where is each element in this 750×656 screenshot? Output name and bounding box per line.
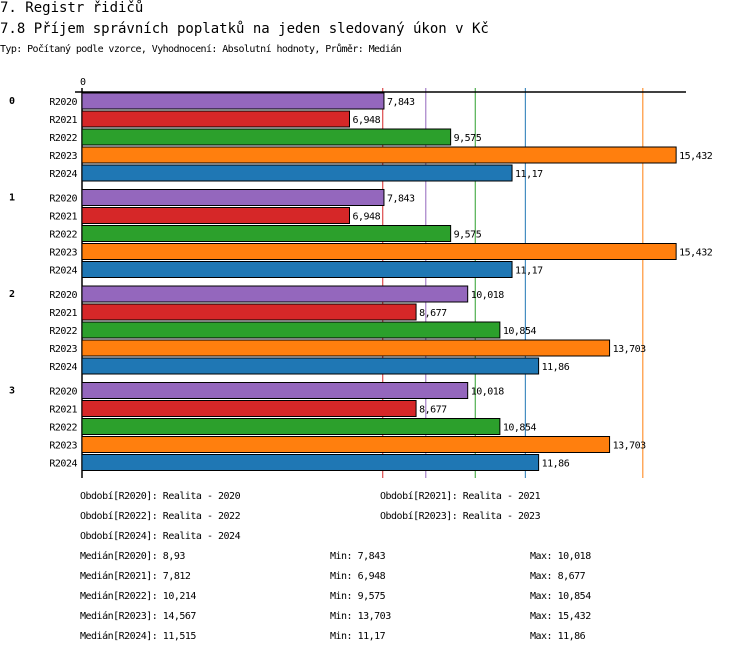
category-label: R2022 [49,133,77,144]
legend-stat-median: Medián[R2023]: 14,567 [80,611,196,622]
legend-stat-min: Min: 7,843 [330,551,386,562]
legend-stat-median: Medián[R2022]: 10,214 [80,591,196,602]
bar-value-label: 11,17 [515,266,543,277]
bar-R2022 [81,128,452,146]
legend-stat-min: Min: 13,703 [330,611,391,622]
group-label: 3 [9,386,15,397]
category-label: R2020 [49,387,77,398]
group-label: 0 [9,96,15,107]
legend-stat-median: Medián[R2021]: 7,812 [80,571,191,582]
bar-value-label: 9,575 [454,230,482,241]
bar-R2022 [81,418,501,435]
bar-value-label: 8,677 [419,308,447,319]
bar-R2021 [81,400,417,417]
bar-value-label: 10,018 [471,290,505,301]
category-label: R2023 [49,151,77,162]
bar-value-label: 11,86 [542,362,570,373]
category-label: R2024 [49,362,77,373]
bar-R2022 [81,321,501,339]
legend-stat-min: Min: 6,948 [330,571,386,582]
category-label: R2023 [49,248,77,259]
group-label: 1 [9,193,15,204]
category-label: R2021 [49,212,77,223]
bar-value-label: 13,703 [613,441,647,452]
bar-value-label: 10,018 [471,387,505,398]
bar-R2020 [81,92,385,110]
category-label: R2023 [49,344,77,355]
category-label: R2022 [49,326,77,337]
category-label: R2024 [49,459,77,470]
category-label: R2020 [49,97,77,108]
bar-R2021 [81,303,417,321]
section-title: 7. Registr řidičů [0,0,144,16]
legend-period: Období[R2022]: Realita - 2022 [80,511,241,522]
bar-value-label: 11,17 [515,169,543,180]
legend-period: Období[R2021]: Realita - 2021 [380,491,541,502]
bar-value-label: 10,854 [503,423,537,434]
category-label: R2021 [49,115,77,126]
x-tick-label: 0 [80,77,86,88]
category-label: R2024 [49,266,77,277]
bar-R2024 [81,261,513,278]
bar-R2020 [81,382,469,399]
category-label: R2024 [49,169,77,180]
bar-R2023 [81,339,611,357]
bar-value-label: 7,843 [387,97,415,108]
chart-title: 7.8 Příjem správních poplatků na jeden s… [0,21,489,37]
category-label: R2021 [49,405,77,416]
legend-stat-max: Max: 15,432 [530,611,591,622]
bar-value-label: 6,948 [352,115,380,126]
chart-subtitle: Typ: Počítaný podle vzorce, Vyhodnocení:… [0,44,402,55]
legend-period: Období[R2023]: Realita - 2023 [380,511,541,522]
legend-period: Období[R2024]: Realita - 2024 [80,531,241,542]
bar-R2021 [81,207,350,224]
bar-value-label: 13,703 [613,344,647,355]
legend-period: Období[R2020]: Realita - 2020 [80,491,241,502]
bar-R2024 [81,357,540,375]
legend-stat-max: Max: 8,677 [530,571,586,582]
category-label: R2023 [49,441,77,452]
bar-value-label: 15,432 [679,151,713,162]
bar-value-label: 6,948 [352,212,380,223]
legend-stat-median: Medián[R2020]: 8,93 [80,551,185,562]
bar-R2020 [81,189,385,206]
legend-stat-max: Max: 10,018 [530,551,591,562]
legend-stat-min: Min: 11,17 [330,631,386,642]
legend-stat-max: Max: 11,86 [530,631,586,642]
bar-R2020 [81,285,469,303]
bar-R2024 [81,164,513,182]
bar-value-label: 11,86 [542,459,570,470]
category-label: R2021 [49,308,77,319]
bar-value-label: 7,843 [387,194,415,205]
bar-R2023 [81,436,611,453]
bar-value-label: 8,677 [419,405,447,416]
bar-value-label: 9,575 [454,133,482,144]
legend-stat-median: Medián[R2024]: 11,515 [80,631,196,642]
bar-R2021 [81,110,350,128]
category-label: R2020 [49,194,77,205]
category-label: R2022 [49,423,77,434]
bar-R2023 [81,243,677,260]
bar-value-label: 10,854 [503,326,537,337]
legend-stat-min: Min: 9,575 [330,591,386,602]
group-label: 2 [9,289,15,300]
bar-value-label: 15,432 [679,248,713,259]
bar-R2023 [81,146,677,164]
legend-stat-max: Max: 10,854 [530,591,591,602]
bar-R2022 [81,225,452,242]
bar-R2024 [81,454,540,471]
category-label: R2022 [49,230,77,241]
category-label: R2020 [49,290,77,301]
